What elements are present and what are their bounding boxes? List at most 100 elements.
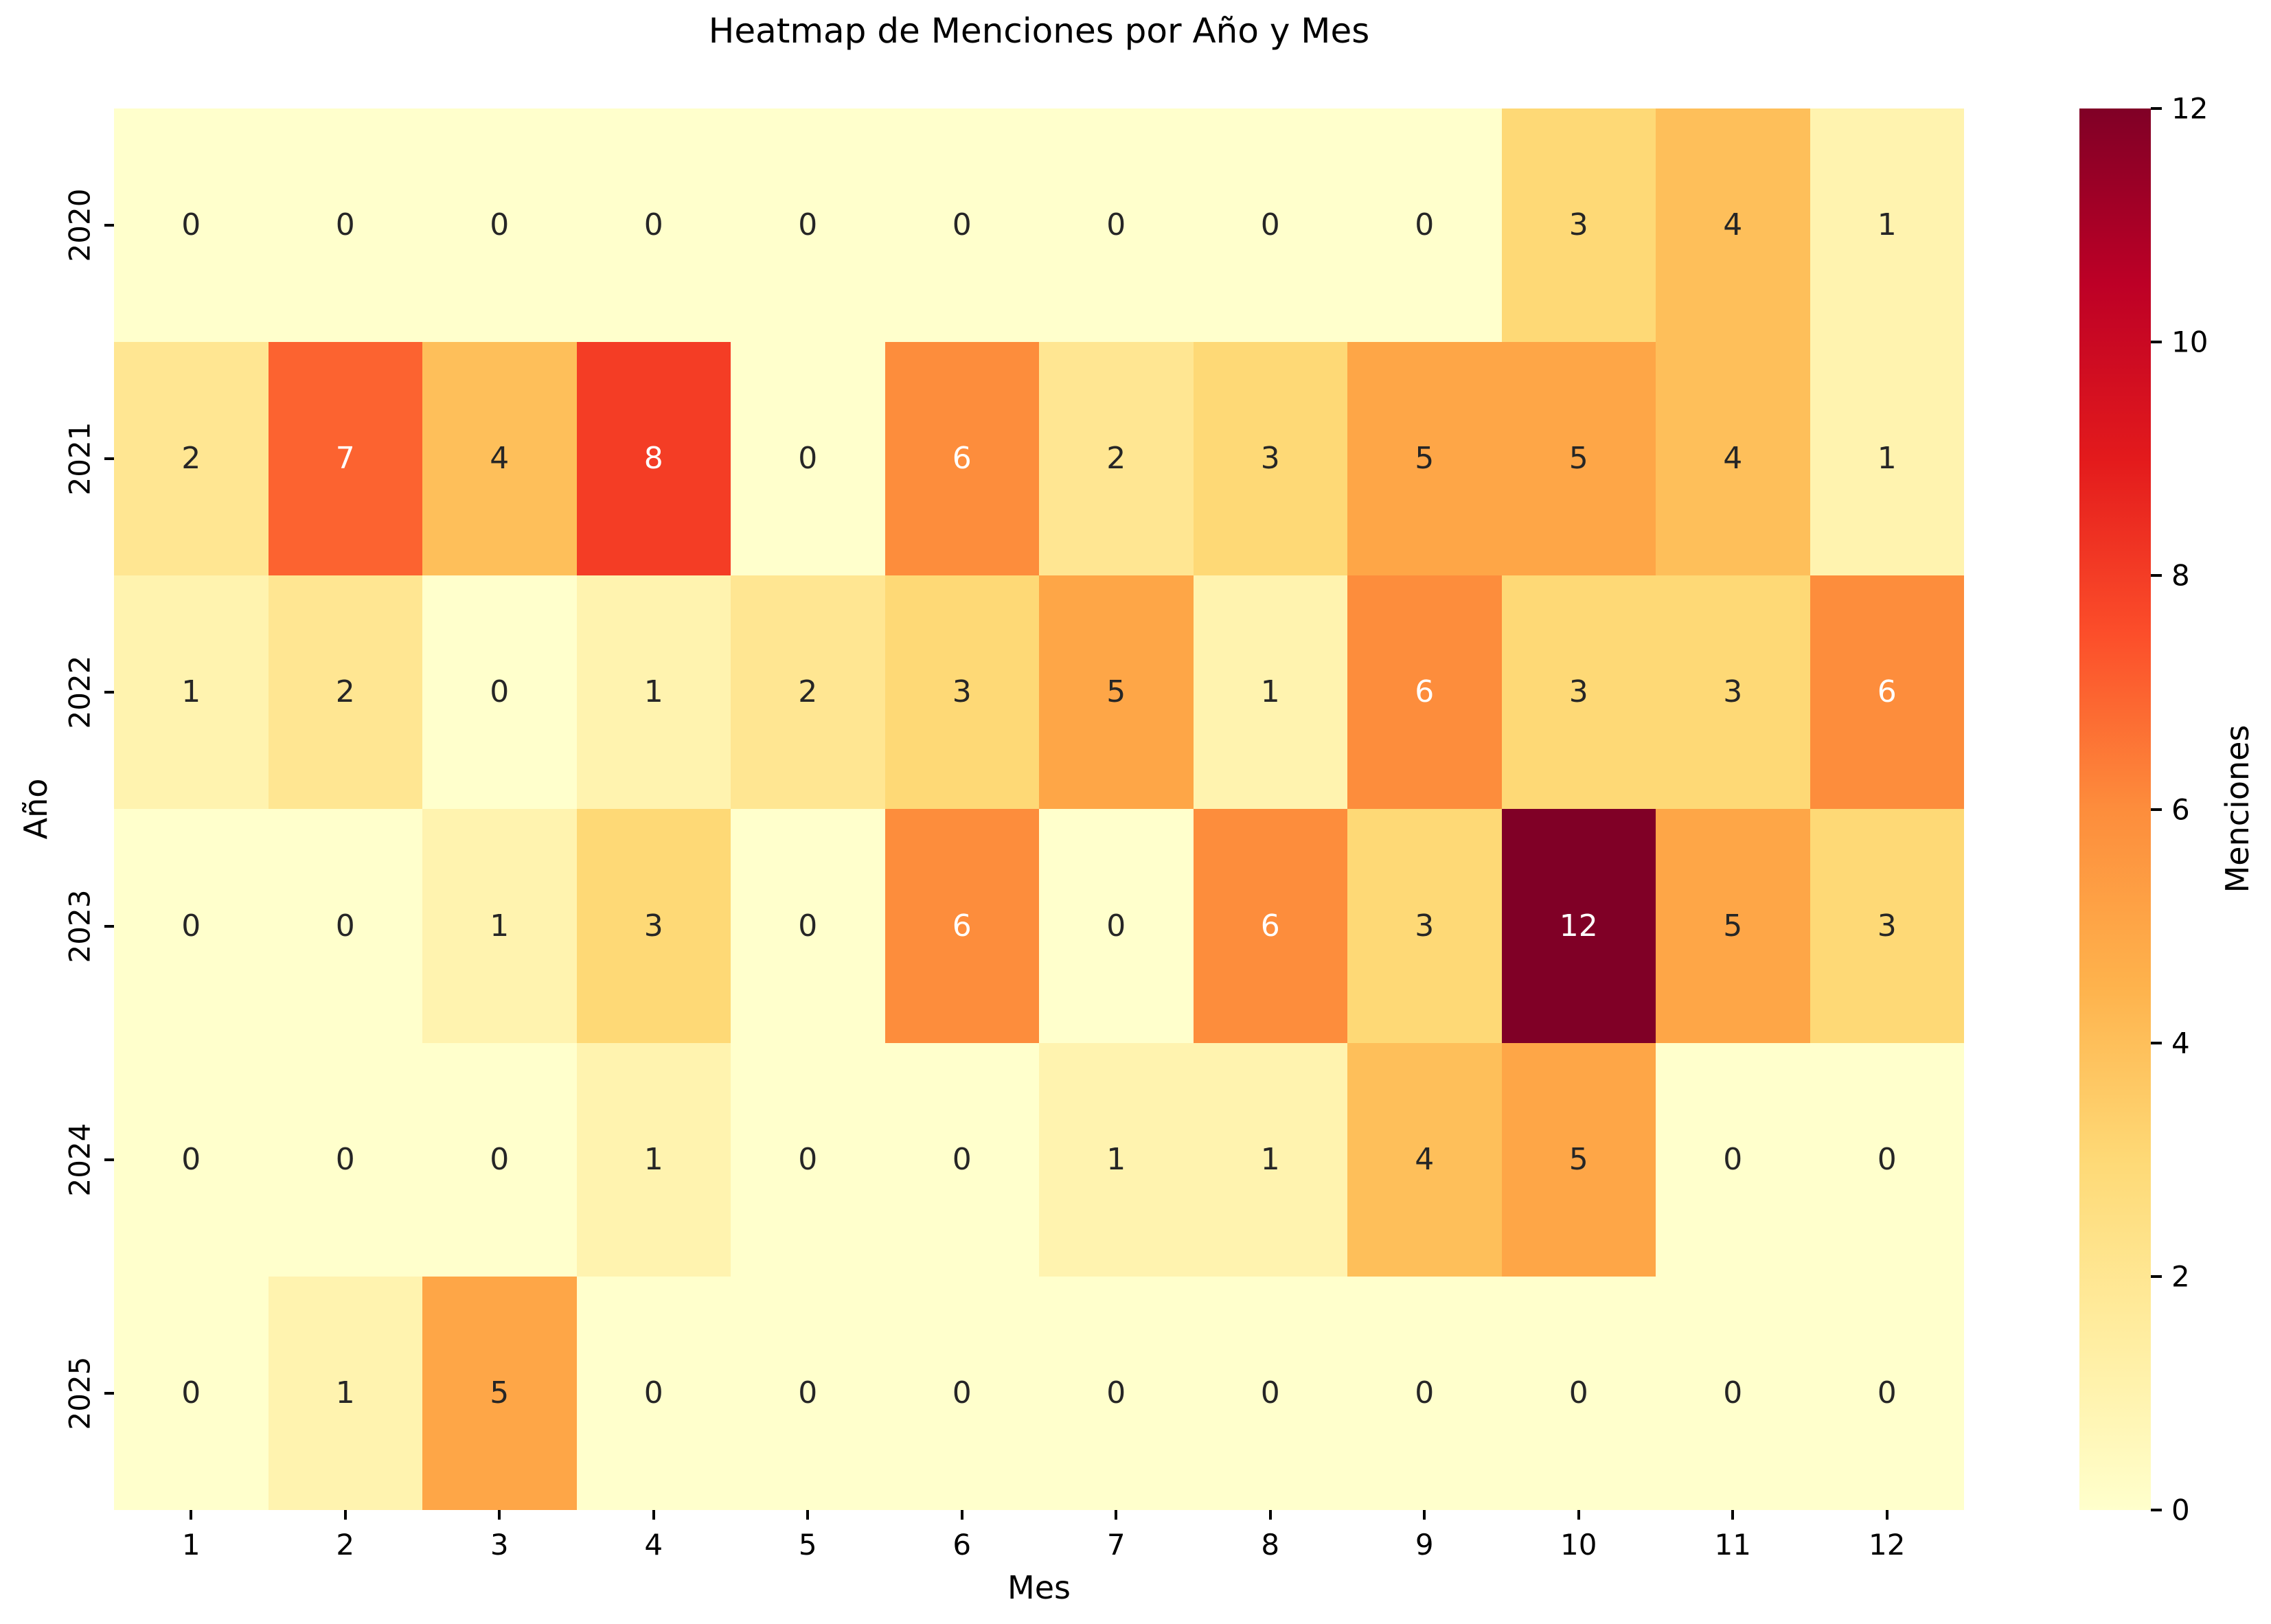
cell-value: 5 <box>1568 441 1588 477</box>
cell-value: 4 <box>1415 1141 1435 1177</box>
cell-value: 6 <box>1260 908 1280 943</box>
cell-value: 1 <box>643 1141 663 1177</box>
heatmap-cell: 3 <box>1501 108 1656 343</box>
heatmap-cell: 5 <box>1656 809 1810 1043</box>
heatmap-cell: 1 <box>114 575 269 810</box>
colorbar-label-text: Menciones <box>2219 724 2256 893</box>
x-axis-label: Mes <box>1007 1569 1071 1606</box>
cell-value: 0 <box>181 908 201 943</box>
cell-value: 2 <box>798 674 818 710</box>
heatmap-cell: 3 <box>1193 342 1347 576</box>
heatmap-cell: 2 <box>731 575 885 810</box>
cell-value: 6 <box>1415 674 1435 710</box>
cell-value: 2 <box>181 441 201 477</box>
x-tick-label: 11 <box>1714 1528 1751 1562</box>
x-tick-mark <box>1885 1510 1888 1520</box>
heatmap-cell: 0 <box>885 1276 1039 1510</box>
heatmap-cell: 0 <box>268 809 422 1043</box>
cell-value: 5 <box>1106 674 1126 710</box>
cell-value: 0 <box>490 1141 510 1177</box>
colorbar-tick-label: 8 <box>2171 558 2190 593</box>
cell-value: 3 <box>1877 908 1897 943</box>
cell-value: 0 <box>798 1375 818 1410</box>
y-tick-label: 2020 <box>62 188 97 262</box>
heatmap-cell: 0 <box>1656 1042 1810 1277</box>
heatmap-cell: 2 <box>114 342 269 576</box>
colorbar-tick-mark <box>2151 1274 2162 1278</box>
x-tick-mark <box>343 1510 347 1520</box>
cell-value: 6 <box>1877 674 1897 710</box>
heatmap-cell: 6 <box>1193 809 1347 1043</box>
heatmap-cell: 1 <box>1810 108 1964 343</box>
heatmap-cell: 0 <box>1193 1276 1347 1510</box>
cell-value: 5 <box>1568 1141 1588 1177</box>
heatmap-cell: 0 <box>885 108 1039 343</box>
cell-value: 0 <box>798 207 818 243</box>
cell-value: 6 <box>952 908 972 943</box>
heatmap-cell: 2 <box>1039 342 1194 576</box>
x-tick-mark <box>1423 1510 1426 1520</box>
y-tick-mark <box>104 224 114 227</box>
y-tick-label: 2024 <box>62 1123 97 1197</box>
heatmap-cell: 4 <box>1347 1042 1502 1277</box>
heatmap-cell: 6 <box>885 342 1039 576</box>
heatmap-cell: 0 <box>731 342 885 576</box>
heatmap-cell: 4 <box>1656 342 1810 576</box>
cell-value: 3 <box>1568 674 1588 710</box>
heatmap-cell: 0 <box>422 108 577 343</box>
cell-value: 4 <box>1723 441 1743 477</box>
cell-value: 0 <box>1568 1375 1588 1410</box>
heatmap-cell: 12 <box>1501 809 1656 1043</box>
heatmap-cell: 5 <box>1501 342 1656 576</box>
heatmap-cell: 6 <box>1347 575 1502 810</box>
x-tick-label: 6 <box>952 1528 972 1562</box>
heatmap-cell: 1 <box>1810 342 1964 576</box>
colorbar-tick-mark <box>2151 107 2162 110</box>
cell-value: 4 <box>1723 207 1743 243</box>
x-tick-mark <box>1115 1510 1118 1520</box>
cell-value: 0 <box>1877 1141 1897 1177</box>
heatmap-cell: 5 <box>1501 1042 1656 1277</box>
heatmap-cell: 0 <box>576 1276 731 1510</box>
colorbar-tick-mark <box>2151 808 2162 811</box>
cell-value: 1 <box>490 908 510 943</box>
y-tick-label: 2025 <box>62 1356 97 1430</box>
cell-value: 1 <box>643 674 663 710</box>
y-tick-mark <box>104 1158 114 1161</box>
heatmap-cell: 1 <box>1193 1042 1347 1277</box>
y-axis-label-text: Año <box>17 778 54 840</box>
heatmap-cell: 3 <box>1347 809 1502 1043</box>
cell-value: 0 <box>952 1141 972 1177</box>
heatmap-cell: 6 <box>885 809 1039 1043</box>
cell-value: 0 <box>1106 908 1126 943</box>
cell-value: 1 <box>181 674 201 710</box>
cell-value: 3 <box>643 908 663 943</box>
cell-value: 12 <box>1559 908 1598 943</box>
colorbar-tick-mark <box>2151 341 2162 344</box>
heatmap-cell: 0 <box>1193 108 1347 343</box>
heatmap-cell: 0 <box>576 108 731 343</box>
cell-value: 3 <box>1415 908 1435 943</box>
cell-value: 0 <box>798 441 818 477</box>
cell-value: 3 <box>1260 441 1280 477</box>
cell-value: 0 <box>490 674 510 710</box>
x-tick-mark <box>190 1510 193 1520</box>
heatmap-cell: 3 <box>1501 575 1656 810</box>
heatmap-cell: 0 <box>1810 1042 1964 1277</box>
heatmap-cell: 0 <box>1656 1276 1810 1510</box>
heatmap-cell: 5 <box>1039 575 1194 810</box>
cell-value: 0 <box>643 207 663 243</box>
cell-value: 3 <box>1723 674 1743 710</box>
heatmap-cell: 0 <box>731 1042 885 1277</box>
heatmap-cell: 1 <box>576 575 731 810</box>
cell-value: 0 <box>1415 207 1435 243</box>
heatmap-cell: 3 <box>885 575 1039 810</box>
cell-value: 0 <box>181 1375 201 1410</box>
cell-value: 3 <box>1568 207 1588 243</box>
cell-value: 5 <box>1415 441 1435 477</box>
cell-value: 5 <box>490 1375 510 1410</box>
cell-value: 0 <box>1877 1375 1897 1410</box>
cell-value: 1 <box>1260 1141 1280 1177</box>
cell-value: 0 <box>643 1375 663 1410</box>
y-tick-mark <box>104 924 114 928</box>
